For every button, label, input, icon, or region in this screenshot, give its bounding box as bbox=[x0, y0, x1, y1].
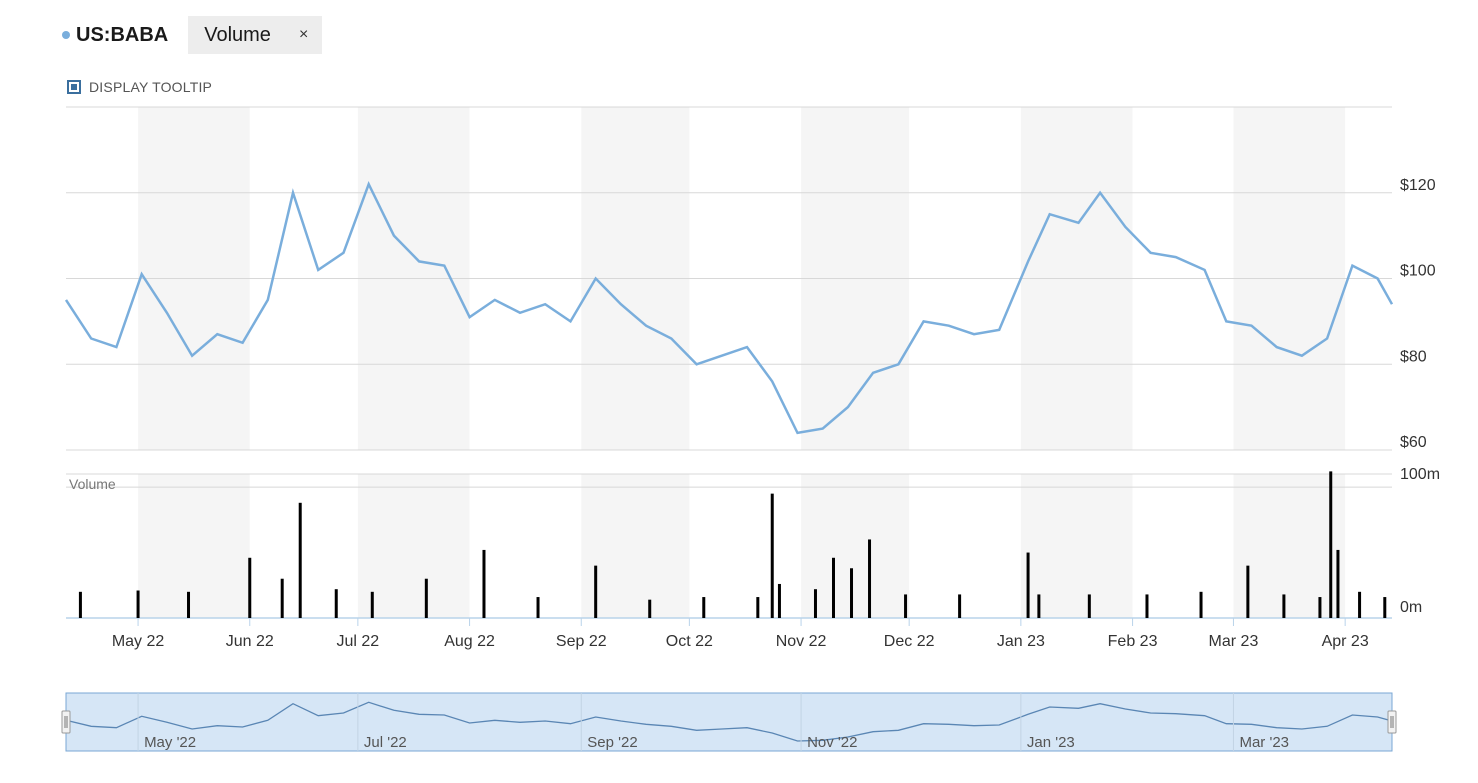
month-band-volume bbox=[801, 474, 910, 618]
volume-bar bbox=[648, 599, 652, 618]
volume-bar bbox=[813, 589, 817, 618]
volume-bar bbox=[1145, 594, 1149, 618]
navigator-tick-label: Nov '22 bbox=[807, 734, 857, 751]
volume-bar bbox=[1282, 594, 1286, 618]
indicator-chip-volume[interactable]: Volume × bbox=[188, 16, 323, 54]
volume-bar bbox=[334, 589, 338, 618]
volume-bar bbox=[1329, 471, 1333, 618]
volume-bar bbox=[1026, 552, 1030, 618]
x-tick-label: Dec 22 bbox=[884, 633, 935, 650]
month-bands bbox=[138, 107, 1346, 618]
volume-bar bbox=[187, 591, 191, 618]
navigator-tick-label: Sep '22 bbox=[587, 734, 637, 751]
month-band-volume bbox=[357, 474, 470, 618]
close-icon[interactable]: × bbox=[298, 26, 309, 43]
price-line bbox=[64, 181, 1394, 435]
volume-bar bbox=[777, 583, 781, 618]
indicator-chip-label: Volume bbox=[204, 23, 271, 46]
volume-bar bbox=[594, 565, 598, 618]
volume-bar bbox=[1358, 591, 1362, 618]
volume-bar bbox=[1087, 594, 1091, 618]
price-tick-label: $60 bbox=[1400, 434, 1427, 451]
volume-bar bbox=[536, 597, 540, 618]
ticker-symbol: US:BABA bbox=[76, 23, 169, 46]
tooltip-checkbox[interactable] bbox=[67, 80, 81, 94]
volume-bar bbox=[1246, 565, 1250, 618]
gridlines bbox=[66, 106, 1392, 619]
navigator-line bbox=[65, 701, 1393, 742]
x-tick-label: Apr 23 bbox=[1322, 633, 1369, 650]
volume-bar bbox=[1037, 594, 1041, 618]
volume-bar bbox=[868, 539, 872, 618]
volume-bar bbox=[1199, 591, 1203, 618]
navigator-tick-label: May '22 bbox=[144, 734, 196, 751]
x-axis: May 22 Jun 22 Jul 22 Aug 22 Sep 22 Oct 22 Nov … bbox=[112, 618, 1369, 650]
volume-bar bbox=[78, 591, 82, 618]
volume-axis-labels: 0m 100m bbox=[1400, 466, 1440, 616]
volume-panel-title: Volume bbox=[69, 476, 116, 492]
navigator-handle-left[interactable] bbox=[61, 710, 71, 734]
volume-bar bbox=[904, 594, 908, 618]
price-tick-label: $120 bbox=[1400, 177, 1436, 194]
x-tick-label: May 22 bbox=[112, 633, 165, 650]
volume-bar bbox=[702, 597, 706, 618]
volume-bar bbox=[482, 549, 486, 618]
volume-bar bbox=[770, 493, 774, 618]
navigator[interactable]: May '22 Jul '22 Sep '22 Nov '22 Jan '23 Mar '… bbox=[61, 692, 1397, 752]
volume-bar bbox=[280, 578, 284, 618]
volume-bar bbox=[1336, 549, 1340, 618]
navigator-tick-label: Jul '22 bbox=[364, 734, 407, 751]
volume-bar bbox=[958, 594, 962, 618]
volume-bar bbox=[424, 578, 428, 618]
volume-bar bbox=[1318, 597, 1322, 618]
x-tick-label: Jun 22 bbox=[226, 633, 274, 650]
price-tick-label: $100 bbox=[1400, 263, 1436, 280]
volume-tick-label: 100m bbox=[1400, 466, 1440, 483]
x-tick-label: Sep 22 bbox=[556, 633, 607, 650]
navigator-tick-label: Jan '23 bbox=[1027, 734, 1075, 751]
volume-bar bbox=[756, 597, 760, 618]
volume-bar bbox=[136, 590, 140, 618]
x-tick-label: Jul 22 bbox=[337, 633, 380, 650]
volume-bar bbox=[370, 591, 374, 618]
navigator-tick-label: Mar '23 bbox=[1239, 734, 1289, 751]
display-tooltip-toggle[interactable]: DISPLAY TOOLTIP bbox=[67, 79, 212, 95]
tooltip-label: DISPLAY TOOLTIP bbox=[89, 79, 213, 95]
volume-tick-label: 0m bbox=[1400, 599, 1422, 616]
navigator-selection bbox=[65, 692, 1393, 752]
x-tick-label: Mar 23 bbox=[1209, 633, 1259, 650]
x-tick-label: Aug 22 bbox=[444, 633, 495, 650]
x-tick-label: Oct 22 bbox=[666, 633, 713, 650]
month-band-volume bbox=[581, 474, 690, 618]
x-tick-label: Nov 22 bbox=[776, 633, 827, 650]
volume-bars bbox=[78, 471, 1387, 618]
price-axis-labels: $60 $80 $100 $120 bbox=[1400, 177, 1436, 451]
month-band-volume bbox=[1020, 474, 1133, 618]
volume-bar bbox=[850, 568, 854, 618]
chart-header: US:BABA Volume × bbox=[62, 16, 323, 54]
x-tick-label: Feb 23 bbox=[1108, 633, 1158, 650]
volume-bar bbox=[298, 502, 302, 618]
volume-bar bbox=[1383, 597, 1387, 618]
volume-bar bbox=[831, 557, 835, 618]
month-band-volume bbox=[1233, 474, 1346, 618]
navigator-handle-right[interactable] bbox=[1387, 710, 1397, 734]
checkbox-checked-icon bbox=[71, 84, 77, 90]
volume-bar bbox=[248, 557, 252, 618]
series-color-dot bbox=[62, 31, 70, 39]
month-band-volume bbox=[138, 474, 250, 618]
ticker-label: US:BABA bbox=[62, 24, 168, 47]
price-tick-label: $80 bbox=[1400, 348, 1427, 365]
x-tick-label: Jan 23 bbox=[997, 633, 1045, 650]
